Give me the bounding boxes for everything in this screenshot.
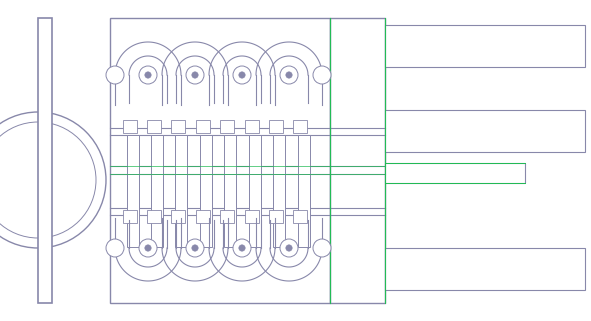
Bar: [196, 120, 210, 133]
Circle shape: [239, 245, 245, 251]
Bar: [385, 110, 585, 152]
Circle shape: [106, 66, 124, 84]
Bar: [220, 120, 234, 133]
Circle shape: [139, 66, 157, 84]
Bar: [330, 18, 385, 303]
Bar: [224, 135, 236, 208]
Circle shape: [313, 239, 331, 257]
Bar: [123, 120, 137, 133]
Bar: [220, 210, 234, 223]
Circle shape: [145, 245, 151, 251]
Bar: [385, 25, 585, 67]
Bar: [200, 135, 212, 208]
Bar: [245, 210, 259, 223]
Bar: [249, 135, 261, 208]
Circle shape: [280, 66, 298, 84]
Circle shape: [280, 239, 298, 257]
Circle shape: [106, 239, 124, 257]
Circle shape: [286, 245, 292, 251]
Bar: [273, 135, 285, 208]
Bar: [151, 174, 163, 247]
Circle shape: [233, 239, 251, 257]
Circle shape: [313, 66, 331, 84]
Bar: [273, 174, 285, 247]
Bar: [127, 174, 139, 247]
Circle shape: [145, 72, 151, 78]
Bar: [293, 120, 307, 133]
Bar: [298, 174, 310, 247]
Circle shape: [0, 122, 96, 238]
Bar: [385, 163, 525, 183]
Bar: [385, 248, 585, 290]
Bar: [224, 174, 236, 247]
Bar: [110, 18, 330, 303]
Bar: [147, 120, 161, 133]
Bar: [200, 174, 212, 247]
Bar: [147, 210, 161, 223]
Bar: [293, 210, 307, 223]
Bar: [175, 174, 187, 247]
Circle shape: [0, 112, 106, 248]
Bar: [196, 210, 210, 223]
Bar: [151, 135, 163, 208]
Circle shape: [192, 245, 198, 251]
Bar: [171, 210, 185, 223]
Bar: [38, 18, 52, 303]
Circle shape: [233, 66, 251, 84]
Bar: [175, 135, 187, 208]
Bar: [127, 135, 139, 208]
Bar: [245, 120, 259, 133]
Bar: [298, 135, 310, 208]
Bar: [269, 210, 283, 223]
Circle shape: [186, 239, 204, 257]
Bar: [269, 120, 283, 133]
Bar: [249, 174, 261, 247]
Circle shape: [239, 72, 245, 78]
Circle shape: [186, 66, 204, 84]
Bar: [123, 210, 137, 223]
Circle shape: [139, 239, 157, 257]
Circle shape: [192, 72, 198, 78]
Circle shape: [286, 72, 292, 78]
Bar: [171, 120, 185, 133]
